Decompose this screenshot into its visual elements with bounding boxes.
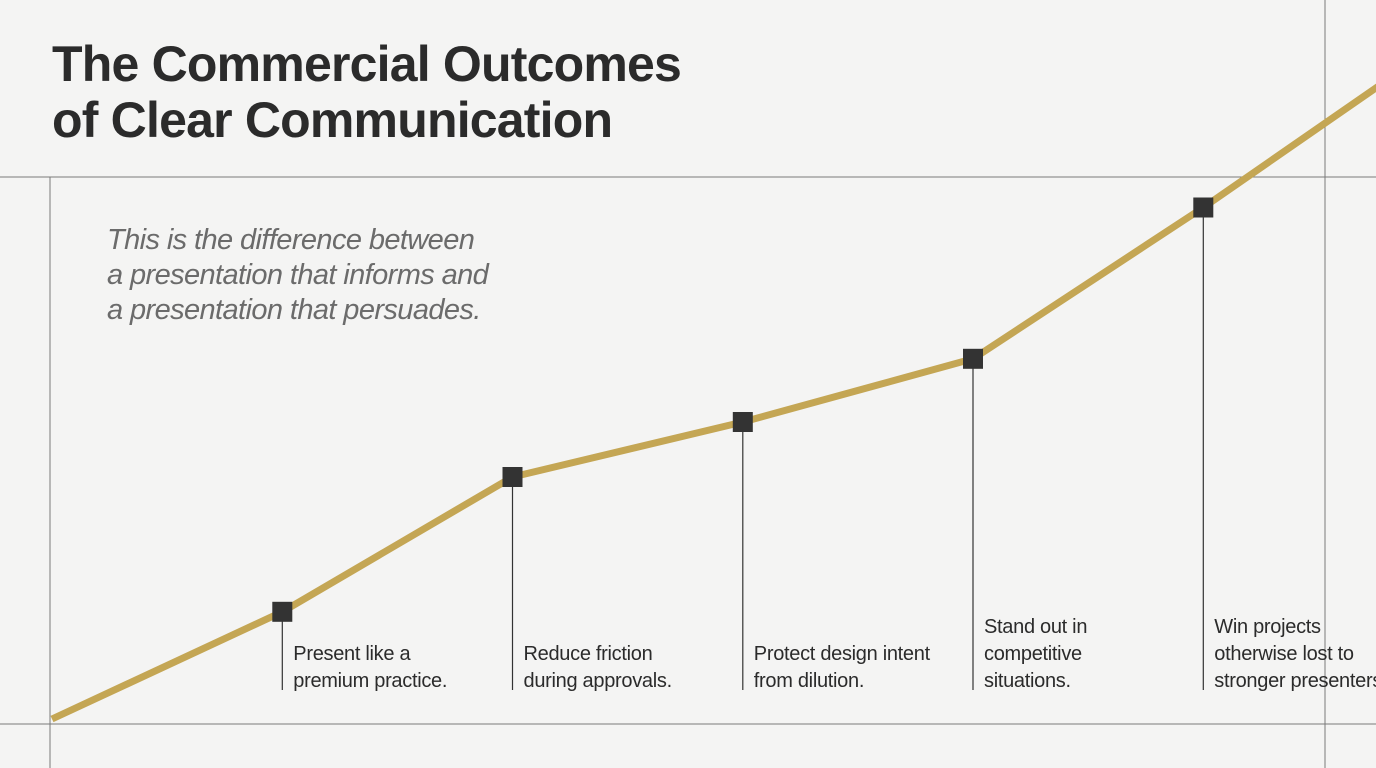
chart-title-line-2: of Clear Communication [52, 92, 613, 148]
point-caption: Win projects otherwise lost to stronger pr… [1214, 614, 1376, 695]
point-caption-line: competitive [984, 643, 1082, 665]
chart-subtitle-line-2: a presentation that informs and [107, 259, 489, 291]
series-layer [50, 83, 1376, 723]
point-caption: Present like a premium practice. [293, 641, 447, 695]
data-point-marker [732, 412, 753, 432]
chart-subtitle-line-3: a presentation that persuades. [107, 294, 481, 326]
point-caption-line: otherwise lost to [1214, 643, 1354, 665]
data-point-marker [1193, 197, 1214, 218]
data-point-marker [272, 601, 293, 622]
data-point-marker [963, 348, 983, 369]
point-caption: Protect design intent from dilution. [754, 641, 930, 695]
point-caption-line: Protect design intent [753, 643, 930, 665]
point-caption-line: premium practice. [293, 670, 448, 692]
point-caption-line: Stand out in [984, 616, 1088, 638]
point-caption: Reduce friction during approvals. [523, 641, 673, 695]
point-caption-line: during approvals. [523, 670, 673, 692]
point-caption-line: stronger presenters. [1214, 670, 1376, 692]
point-caption-line: situations. [984, 670, 1071, 692]
point-caption-line: Reduce friction [523, 643, 653, 665]
chart-subtitle: This is the difference between a present… [107, 223, 489, 328]
data-point-marker [502, 467, 523, 487]
marker-layer [272, 197, 1214, 622]
point-caption-line: from dilution. [753, 670, 865, 692]
point-caption: Stand out in competitive situations. [984, 614, 1087, 695]
point-caption-line: Present like a [293, 643, 411, 665]
series-line [50, 83, 1376, 723]
point-caption-line: Win projects [1214, 616, 1321, 638]
chart-subtitle-line-1: This is the difference between [107, 224, 475, 256]
leader-lines [281, 207, 1204, 690]
chart-title-line-1: The Commercial Outcomes [52, 36, 682, 92]
chart-title: The Commercial Outcomes of Clear Communi… [52, 36, 682, 148]
